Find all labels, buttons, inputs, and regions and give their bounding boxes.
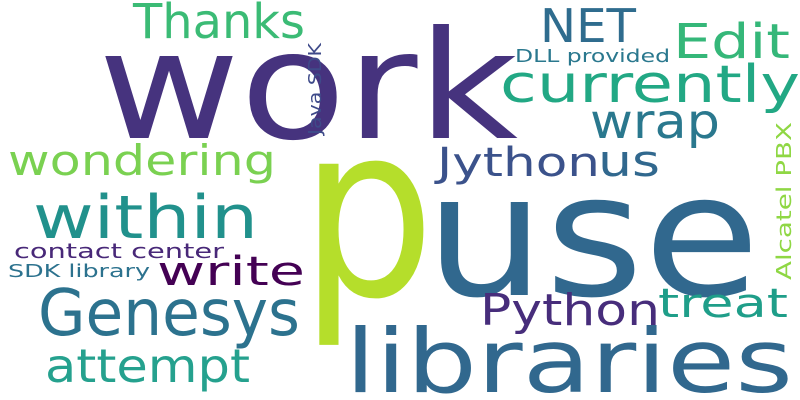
- word-alcatel-pbx: Alcatel PBX: [772, 122, 796, 280]
- word-net: NET: [540, 0, 637, 53]
- word-genesys: Genesys: [38, 277, 300, 351]
- word-us: us: [598, 136, 660, 187]
- word-contact-center: contact center: [14, 239, 225, 263]
- word-treat: treat: [658, 281, 788, 327]
- word-dll-provided: DLL provided: [515, 46, 670, 67]
- word-currently: currently: [500, 55, 800, 115]
- word-within: within: [33, 183, 258, 253]
- word-jython: Jython: [433, 140, 600, 186]
- word-thanks: Thanks: [132, 0, 305, 50]
- word-use: use: [425, 138, 760, 336]
- word-work: work: [98, 0, 518, 174]
- word-libraries: libraries: [345, 310, 793, 400]
- word-python: Python: [480, 285, 660, 336]
- word-attempt: attempt: [45, 339, 250, 393]
- word-java-sdk: Java SDK: [305, 42, 326, 136]
- word-p: p: [300, 72, 435, 352]
- word-wondering: wondering: [8, 136, 276, 185]
- word-write: write: [157, 249, 305, 295]
- word-edit: Edit: [673, 14, 790, 70]
- word-sdk-library: SDK library: [8, 261, 150, 282]
- word-wrap: wrap: [590, 94, 720, 150]
